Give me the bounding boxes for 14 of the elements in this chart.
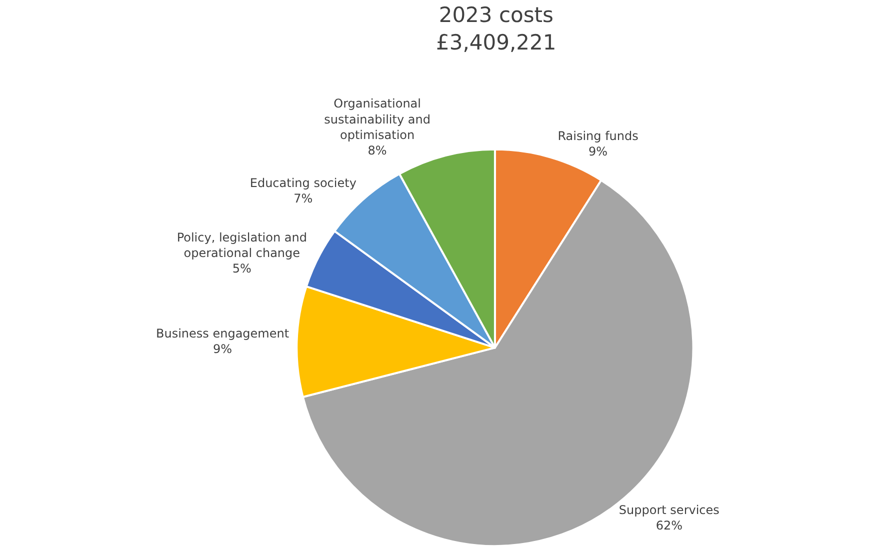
chart-title: 2023 costs — [438, 3, 554, 28]
data-label: 9% — [588, 144, 608, 158]
chart-subtitle: £3,409,221 — [436, 30, 556, 55]
data-label: 8% — [368, 143, 387, 158]
data-label: 7% — [294, 191, 313, 206]
slice-label: Business engagement — [156, 326, 290, 341]
slice-label: Raising funds — [558, 128, 638, 143]
slice-label: Policy, legislation and operational change — [176, 230, 307, 260]
slice-label: Organisational sustainability and optimisation — [324, 96, 430, 142]
data-label: 62% — [656, 518, 683, 533]
slice-label: Educating society — [250, 176, 356, 190]
slice-label: Support services — [618, 503, 720, 518]
data-label: 9% — [212, 342, 232, 356]
data-label: 5% — [232, 262, 252, 276]
